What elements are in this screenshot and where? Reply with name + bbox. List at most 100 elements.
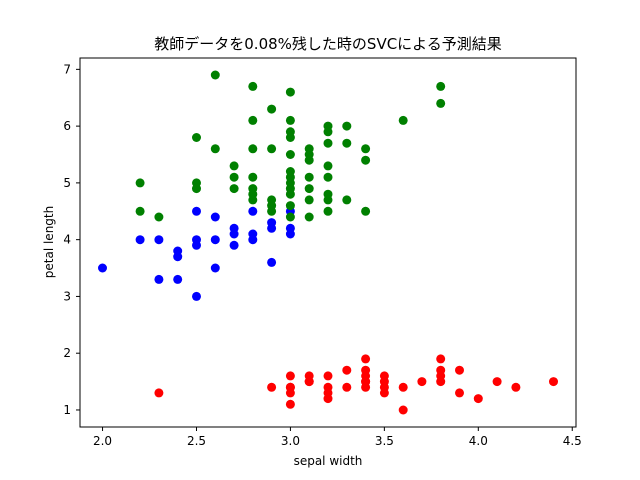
point-s2-46 (323, 161, 333, 171)
point-s0-25 (379, 371, 389, 381)
y-tick-label-2: 3 (63, 289, 71, 303)
point-s2-44 (323, 189, 333, 199)
point-s0-31 (436, 365, 446, 375)
x-tick-label-5: 4.5 (563, 434, 582, 448)
point-s1-24 (285, 223, 295, 233)
point-s0-1 (267, 382, 277, 392)
point-s2-8 (229, 184, 239, 194)
point-s0-14 (342, 382, 352, 392)
point-s2-57 (436, 98, 446, 108)
point-s2-24 (285, 201, 295, 211)
point-s1-16 (229, 223, 239, 233)
point-s2-2 (154, 212, 164, 222)
point-s0-13 (323, 371, 333, 381)
point-s2-20 (267, 195, 277, 205)
point-s2-45 (323, 172, 333, 182)
x-tick-label-3: 3.5 (375, 434, 394, 448)
point-s0-5 (285, 382, 295, 392)
point-s2-36 (304, 195, 314, 205)
point-s2-51 (342, 138, 352, 148)
chart-title: 教師データを0.08%残した時のSVCによる予測結果 (154, 35, 501, 53)
point-s2-33 (285, 115, 295, 125)
plot-frame (79, 57, 577, 428)
point-s2-52 (342, 121, 352, 131)
point-s0-35 (473, 394, 483, 404)
point-s2-0 (135, 206, 145, 216)
y-tick-label-3: 4 (63, 233, 71, 247)
point-s0-0 (154, 388, 164, 398)
point-s0-9 (304, 371, 314, 381)
point-s0-6 (285, 371, 295, 381)
point-s2-9 (229, 172, 239, 182)
point-s2-35 (304, 212, 314, 222)
point-s0-26 (398, 405, 408, 415)
point-s2-5 (192, 133, 201, 142)
y-axis-label: petal length (42, 206, 56, 278)
point-s2-1 (135, 178, 145, 188)
point-s1-19 (248, 206, 258, 216)
point-s2-14 (248, 172, 258, 182)
point-s1-4 (173, 274, 183, 284)
point-s1-20 (267, 257, 277, 267)
point-s1-18 (248, 229, 258, 239)
point-s0-20 (361, 365, 371, 375)
point-s2-38 (304, 172, 314, 182)
x-tick-label-4: 4.0 (469, 434, 488, 448)
x-axis: 2.0 2.5 3.0 3.5 4.0 4.5 (93, 427, 582, 448)
point-s1-1 (135, 235, 145, 245)
point-s2-17 (248, 81, 258, 91)
x-tick-label-2: 3.0 (281, 434, 300, 448)
point-s2-41 (304, 144, 314, 154)
point-s0-2 (285, 399, 295, 409)
x-axis-label: sepal width (294, 454, 363, 468)
point-s2-6 (210, 144, 220, 154)
point-s0-37 (511, 382, 521, 392)
point-s2-42 (323, 206, 333, 216)
point-s0-32 (436, 354, 446, 364)
point-s2-37 (304, 184, 314, 194)
point-s2-50 (342, 195, 352, 205)
y-tick-label-5: 6 (63, 119, 71, 133)
point-s1-12 (210, 235, 220, 245)
point-s2-16 (248, 115, 258, 125)
point-s2-47 (323, 138, 333, 148)
point-s0-28 (417, 377, 427, 387)
point-s1-0 (98, 263, 107, 273)
point-s1-7 (192, 291, 201, 301)
point-s1-6 (173, 246, 183, 256)
point-s0-21 (361, 354, 371, 364)
x-tick-label-1: 2.5 (187, 434, 206, 448)
point-s1-11 (210, 263, 220, 273)
point-s1-14 (229, 240, 239, 250)
point-s2-4 (192, 178, 201, 188)
point-s2-13 (248, 184, 258, 194)
point-s1-9 (192, 235, 201, 245)
point-s1-10 (192, 206, 201, 216)
point-s0-15 (342, 365, 352, 375)
x-tick-label-0: 2.0 (93, 434, 112, 448)
point-s2-34 (285, 87, 295, 97)
point-s2-10 (229, 161, 239, 171)
point-s2-32 (285, 127, 295, 137)
point-s2-30 (285, 150, 295, 159)
point-s2-53 (361, 206, 371, 216)
point-s0-27 (398, 382, 408, 392)
point-s0-33 (455, 388, 464, 398)
point-s2-56 (398, 115, 408, 125)
point-s0-34 (455, 365, 464, 375)
point-s1-22 (267, 218, 277, 228)
point-s0-36 (492, 377, 502, 387)
point-s0-12 (323, 382, 333, 392)
point-s1-13 (210, 212, 220, 222)
point-s2-55 (361, 144, 371, 154)
point-s1-2 (154, 274, 164, 284)
y-axis: 1 2 3 4 5 6 7 (63, 62, 80, 417)
points-layer (98, 70, 558, 415)
point-s2-7 (210, 70, 220, 80)
y-tick-label-0: 1 (63, 403, 71, 417)
point-s2-21 (267, 144, 277, 154)
y-tick-label-1: 2 (63, 346, 71, 360)
point-s1-3 (154, 235, 164, 245)
point-s2-54 (361, 155, 371, 165)
